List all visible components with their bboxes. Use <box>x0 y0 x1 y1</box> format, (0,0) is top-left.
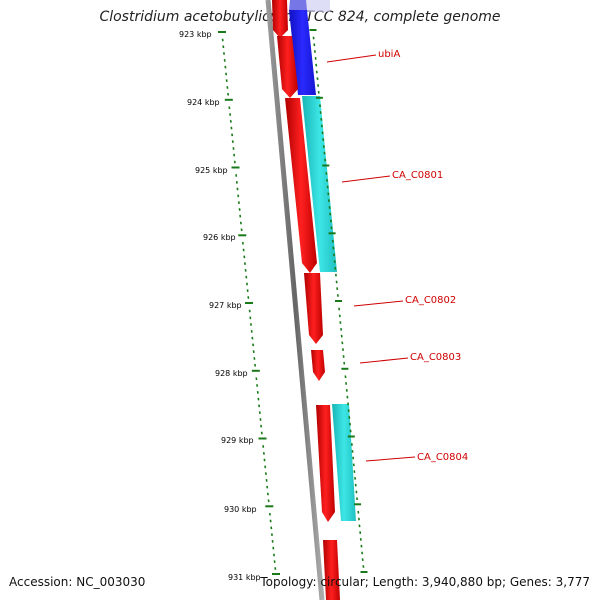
gene-label-ubiA[interactable]: ubiA <box>378 49 400 60</box>
ruler-left <box>218 31 280 575</box>
gene-label-CA_C0803[interactable]: CA_C0803 <box>410 352 461 363</box>
leader-line-CA_C0803 <box>359 357 409 364</box>
leader-line-CA_C0802 <box>353 300 404 307</box>
tick-label: 930 kbp <box>224 505 257 514</box>
tick-label: 926 kbp <box>203 233 236 242</box>
ruler-right <box>309 29 368 573</box>
cds-ubiA[interactable] <box>277 36 298 98</box>
gene-label-CA_C0801[interactable]: CA_C0801 <box>392 170 443 181</box>
summary-text: Topology: circular; Length: 3,940,880 bp… <box>260 575 590 589</box>
tick-label: 923 kbp <box>179 30 212 39</box>
tick-label: 927 kbp <box>209 301 242 310</box>
tick-label: 929 kbp <box>221 436 254 445</box>
tick-label: 924 kbp <box>187 98 220 107</box>
cds-CA_C0802[interactable] <box>304 273 323 344</box>
accession-text: Accession: NC_003030 <box>9 575 146 589</box>
cds-top[interactable] <box>272 0 288 38</box>
backbone-line <box>265 0 325 600</box>
cds-CA_C0801[interactable] <box>285 98 317 273</box>
feature-top-blue <box>289 0 307 10</box>
tick-label: 925 kbp <box>195 166 228 175</box>
leader-line-CA_C0801 <box>341 175 391 183</box>
feature-CA_C0804-cyan[interactable] <box>332 404 356 521</box>
tick-label: 931 kbp <box>228 573 261 582</box>
gene-label-CA_C0802[interactable]: CA_C0802 <box>405 295 456 306</box>
tick-label: 928 kbp <box>215 369 248 378</box>
gene-label-CA_C0804[interactable]: CA_C0804 <box>417 452 468 463</box>
leader-line-CA_C0804 <box>365 456 416 462</box>
leader-line-ubiA <box>326 54 377 63</box>
cds-bottom[interactable] <box>323 540 340 600</box>
feature-CA_C0801-cyan[interactable] <box>302 96 337 272</box>
cds-CA_C0803[interactable] <box>311 350 325 381</box>
cds-CA_C0804[interactable] <box>316 405 335 522</box>
